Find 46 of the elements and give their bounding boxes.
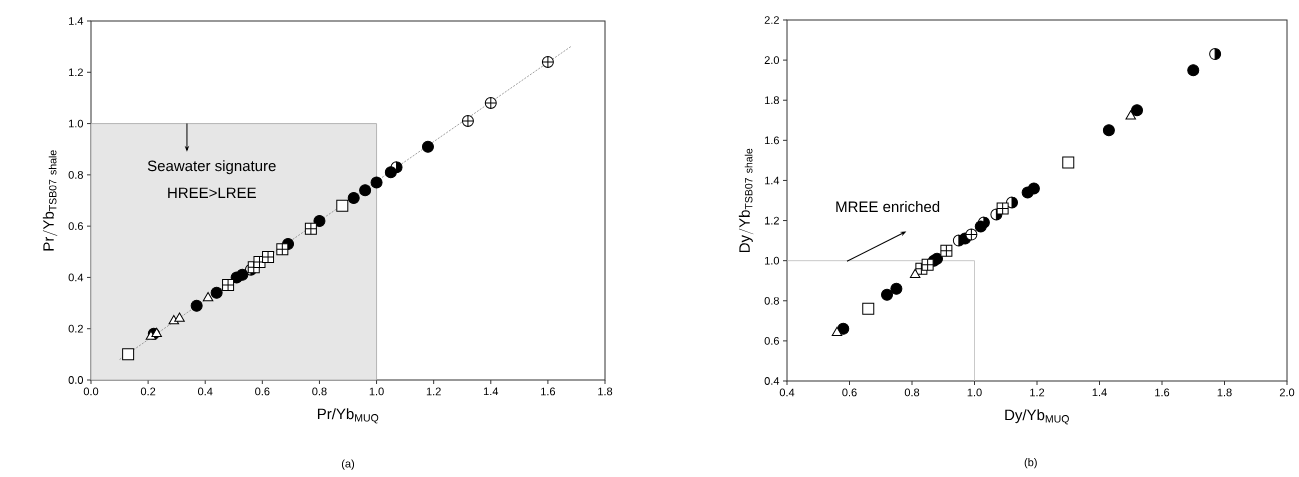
x-tick-label: 1.8 — [598, 387, 613, 396]
x-tick-label: 1.8 — [1217, 388, 1232, 397]
x-tick-label: 0.0 — [83, 387, 99, 396]
y-tick-label: 1.0 — [69, 119, 84, 128]
x-tick-label: 0.2 — [140, 387, 156, 396]
y-tick-label: 1.2 — [69, 68, 83, 77]
x-tick-label: 0.4 — [198, 387, 213, 396]
text: (a) — [341, 459, 355, 470]
x-tick-label: 1.2 — [426, 387, 441, 396]
x-axis-title: Dy/Yb$_{MUQ}$ — [1005, 409, 1069, 425]
x-tick-label: 2.0 — [1279, 388, 1295, 397]
y-tick-label: 0.8 — [68, 170, 83, 179]
x-tick-label: 1.4 — [483, 387, 499, 396]
y-axis-title: $\mathrm{Pr/Yb_{TSB07\ shale}}$ — [42, 150, 58, 251]
x-tick-label: 1.6 — [1155, 388, 1170, 397]
y-axis-title: $\mathrm{Dy/Yb_{TSB07\ shale}}$ — [738, 148, 754, 253]
y-tick-label: 0.6 — [68, 222, 83, 231]
y-tick-label: 0.8 — [764, 296, 779, 305]
y-tick-label: 0.2 — [68, 324, 83, 333]
y-tick-label: 1.6 — [765, 136, 779, 145]
y-tick-label: 2.2 — [764, 16, 779, 24]
y-tick-label: 0.4 — [68, 273, 84, 282]
x-tick-label: 1.4 — [1092, 388, 1107, 397]
annotation: HREE>LREE — [168, 187, 256, 198]
y-tick-label: 1.2 — [765, 216, 779, 225]
y-tick-label: 1.0 — [765, 256, 780, 265]
x-tick-label: 1.0 — [369, 387, 384, 396]
y-tick-label: 0.0 — [68, 376, 84, 384]
y-tick-label: 1.4 — [69, 17, 84, 25]
y-tick-label: 0.4 — [764, 377, 780, 385]
y-tick-label: 1.8 — [765, 96, 779, 105]
y-tick-label: 0.6 — [764, 337, 779, 345]
annotation: Seawater signature — [147, 160, 276, 175]
x-axis-title: Pr/Yb$_{MUQ}$ — [317, 408, 379, 424]
x-tick-label: 0.6 — [255, 387, 270, 396]
x-tick-label: 0.6 — [842, 388, 857, 397]
y-tick-label: 1.4 — [765, 176, 780, 185]
x-tick-label: 0.8 — [904, 388, 920, 397]
x-tick-label: 0.4 — [779, 388, 795, 397]
x-tick-label: 0.8 — [312, 387, 327, 396]
x-tick-label: 1.0 — [967, 388, 982, 397]
y-tick-label: 2.0 — [764, 56, 780, 65]
text: (b) — [1024, 458, 1037, 469]
x-tick-label: 1.2 — [1030, 388, 1045, 397]
annotation: MREE enriched — [836, 201, 940, 213]
x-tick-label: 1.6 — [541, 387, 556, 396]
